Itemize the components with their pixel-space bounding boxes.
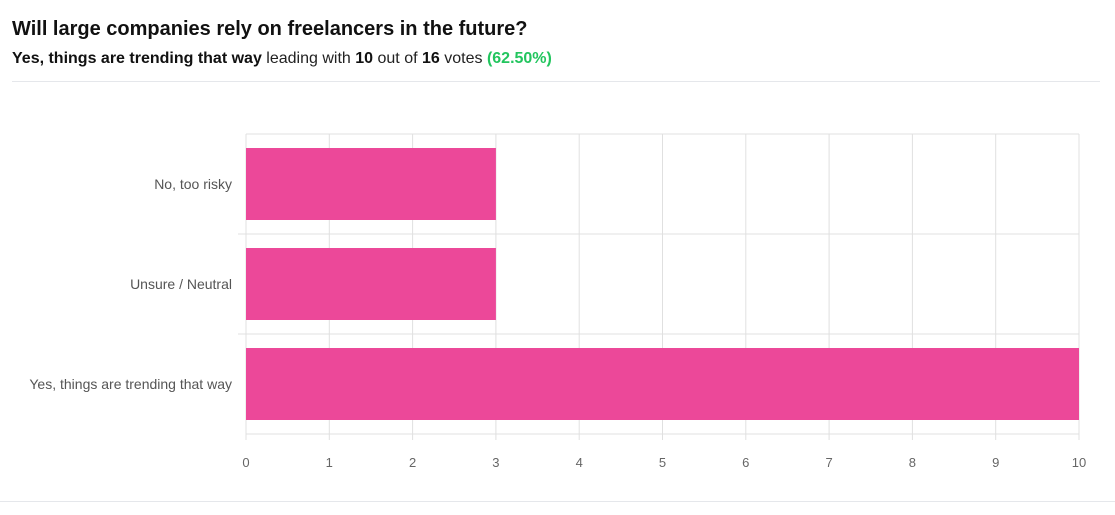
poll-header: Will large companies rely on freelancers…	[12, 14, 1103, 72]
bar	[246, 148, 496, 220]
total-votes: 16	[421, 50, 440, 67]
x-tick-label: 9	[992, 455, 999, 470]
x-tick-label: 6	[742, 455, 749, 470]
x-tick-label: 2	[409, 455, 416, 470]
x-tick-label: 1	[326, 455, 333, 470]
leader-percent: (62.50%)	[486, 50, 552, 67]
x-tick-label: 10	[1072, 455, 1086, 470]
leading-with-text: leading with	[266, 50, 351, 67]
x-tick-label: 3	[492, 455, 499, 470]
chart-bars	[246, 148, 1079, 420]
category-label: No, too risky	[154, 176, 232, 192]
poll-summary: Yes, things are trending that way leadin…	[12, 46, 1103, 72]
x-tick-label: 5	[659, 455, 666, 470]
votes-text: votes	[444, 50, 483, 67]
x-tick-label: 4	[576, 455, 583, 470]
x-tick-label: 7	[825, 455, 832, 470]
bar	[246, 248, 496, 320]
category-label: Unsure / Neutral	[130, 276, 232, 292]
chart-labels: 0 1 2 3 4 5 6 7 8 9 10 No, too risky Unsure / Neutra…	[29, 176, 1086, 470]
poll-results-chart: 0 1 2 3 4 5 6 7 8 9 10 No, too risky Unsure / Neutra…	[29, 133, 1086, 470]
poll-question: Will large companies rely on freelancers…	[12, 18, 528, 40]
x-tick-label: 0	[242, 455, 249, 470]
leader-votes: 10	[355, 50, 374, 67]
bar	[246, 348, 1079, 420]
x-tick-label: 8	[909, 455, 916, 470]
footer-divider	[0, 501, 1115, 502]
category-label: Yes, things are trending that way	[29, 376, 232, 392]
out-of-text: out of	[377, 50, 418, 67]
header-divider	[12, 81, 1100, 82]
leader-option: Yes, things are trending that way	[12, 50, 262, 67]
